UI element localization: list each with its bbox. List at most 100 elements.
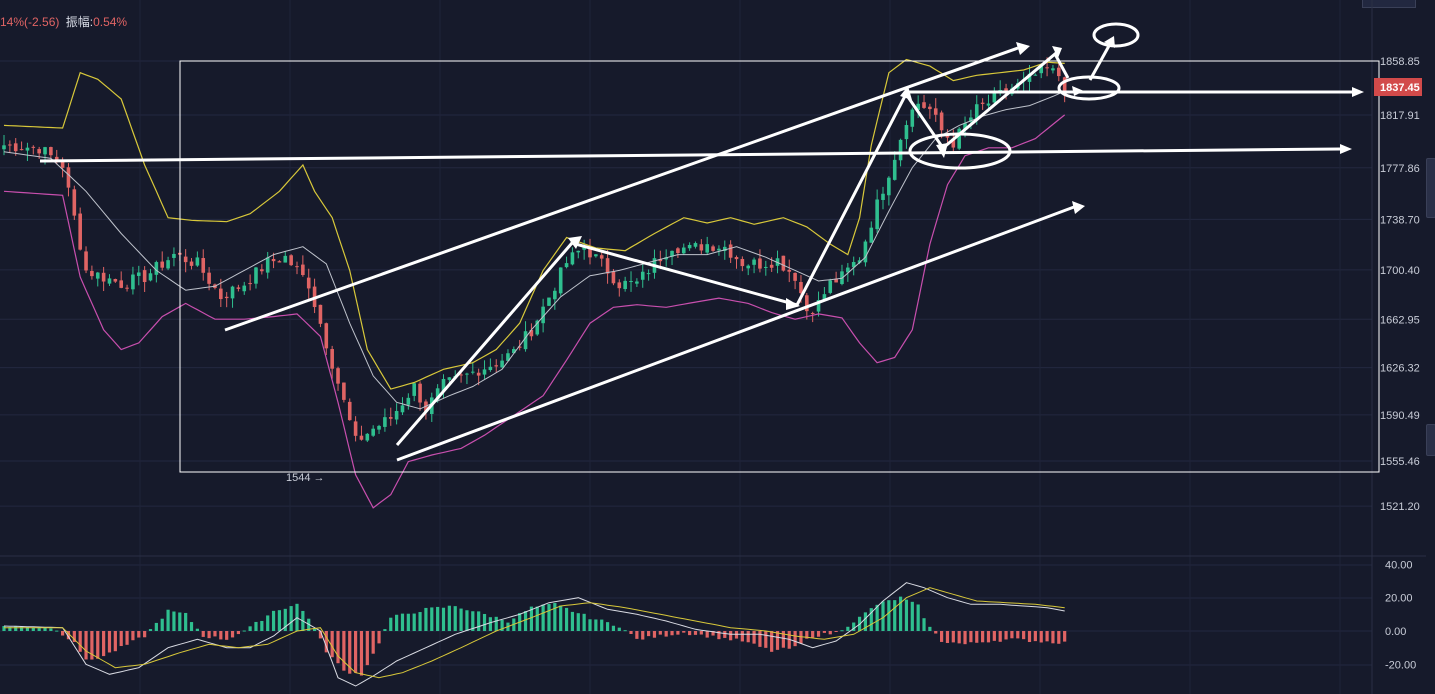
candle-body (248, 283, 252, 285)
macd-histogram-bar (441, 607, 446, 631)
candle-body (1057, 67, 1061, 77)
macd-histogram-bar (37, 628, 41, 631)
candle-body (418, 383, 422, 403)
candle-body (805, 295, 809, 312)
candle-body (49, 147, 53, 156)
candle-body (219, 288, 223, 300)
candle-body (365, 433, 370, 441)
macd-histogram-bar (934, 631, 938, 634)
candle-body (301, 264, 305, 276)
price-tick-label: 1626.32 (1380, 363, 1420, 375)
candle-body (611, 271, 616, 284)
candle-body (13, 143, 18, 152)
candle-body (570, 252, 575, 265)
macd-tick-label: 0.00 (1385, 626, 1406, 638)
candle-body (95, 272, 100, 279)
macd-histogram-bar (125, 631, 129, 645)
candle-body (43, 147, 47, 155)
candle-body (980, 102, 985, 104)
macd-tick-label: -20.00 (1385, 659, 1416, 671)
candle-body (910, 109, 915, 127)
macd-histogram-bar (682, 631, 686, 633)
macd-histogram-bar (1057, 631, 1061, 644)
candle-body (857, 260, 862, 263)
macd-histogram-bar (412, 613, 416, 631)
candle-body (148, 273, 153, 281)
macd-histogram-bar (740, 631, 744, 642)
macd-histogram-bar (775, 631, 780, 650)
candle-body (160, 261, 165, 268)
macd-histogram-bar (113, 631, 117, 652)
macd-histogram-bar (1010, 631, 1014, 639)
candle-body (658, 259, 663, 262)
macd-histogram-bar (447, 605, 451, 631)
macd-histogram-bar (1039, 631, 1043, 643)
macd-histogram-bar (137, 631, 141, 638)
macd-histogram-bar (975, 631, 979, 643)
macd-histogram-bar (430, 607, 434, 631)
candle-body (863, 241, 868, 263)
macd-histogram-bar (523, 611, 528, 631)
candle-body (260, 269, 264, 272)
candle-body (881, 193, 885, 200)
candle-body (1039, 66, 1044, 74)
side-scroll-handle[interactable] (1426, 158, 1435, 218)
macd-histogram-bar (805, 631, 809, 639)
macd-histogram-bar (500, 619, 504, 631)
candle-body (963, 123, 967, 130)
candle-body (764, 266, 768, 268)
macd-histogram-bar (541, 604, 545, 631)
candle-body (740, 258, 745, 267)
candle-body (512, 349, 516, 354)
annotations (39, 22, 1380, 473)
candle-body (66, 167, 71, 188)
candle-body (336, 368, 340, 384)
candle-body (236, 287, 241, 289)
macd-histogram-bar (318, 631, 323, 639)
macd-histogram-bar (219, 631, 223, 640)
candle-body (676, 248, 680, 254)
price-tick-label: 1555.46 (1380, 456, 1420, 468)
macd-histogram-bar (8, 627, 12, 631)
candle-body (898, 139, 903, 161)
price-tick-label: 1662.95 (1380, 314, 1420, 326)
candle-body (974, 104, 979, 120)
candle-body (482, 369, 487, 375)
price-tick-label: 1521.20 (1380, 501, 1420, 513)
macd-histogram-bar (61, 631, 65, 636)
arrowhead (1052, 46, 1062, 58)
candle-body (558, 267, 563, 294)
candle-body (488, 366, 493, 371)
candle-body (406, 397, 411, 405)
candle-body (588, 248, 592, 258)
price-tick-label: 1817.91 (1380, 110, 1420, 122)
macd-axis: 40.00 20.00 0.00 -20.00 (1385, 559, 1416, 671)
candle-body (670, 250, 674, 257)
macd-histogram-bar (178, 612, 182, 631)
price-axis: 1858.85 1817.91 1777.86 1738.70 1700.40 1662.… (1380, 56, 1420, 513)
bollinger-lower-line (3, 114, 1066, 509)
macd-histogram-bar (389, 617, 393, 631)
macd-histogram-bar (600, 619, 604, 631)
macd-histogram-bar (143, 631, 147, 638)
macd-histogram-bar (236, 631, 240, 635)
macd-histogram-bar (770, 631, 774, 652)
macd-histogram-bar (482, 613, 487, 631)
candle-body (758, 258, 762, 269)
candle-body (465, 373, 469, 375)
macd-tick-label: 20.00 (1385, 593, 1413, 605)
macd-histogram-bar (693, 631, 698, 635)
macd-histogram-bar (699, 631, 703, 635)
candle-body (734, 257, 739, 260)
candle-body (1027, 73, 1032, 82)
macd-histogram-bar (828, 631, 832, 635)
macd-histogram-bar (547, 603, 551, 631)
side-panel-toggle[interactable] (1426, 424, 1435, 456)
candle-body (640, 271, 645, 280)
top-menu-button[interactable] (1362, 0, 1416, 8)
candle-body (166, 260, 170, 269)
macd-histogram-bar (471, 611, 475, 631)
candle-body (388, 417, 393, 419)
macd-histogram-bar (881, 601, 885, 631)
candle-body (752, 259, 756, 265)
